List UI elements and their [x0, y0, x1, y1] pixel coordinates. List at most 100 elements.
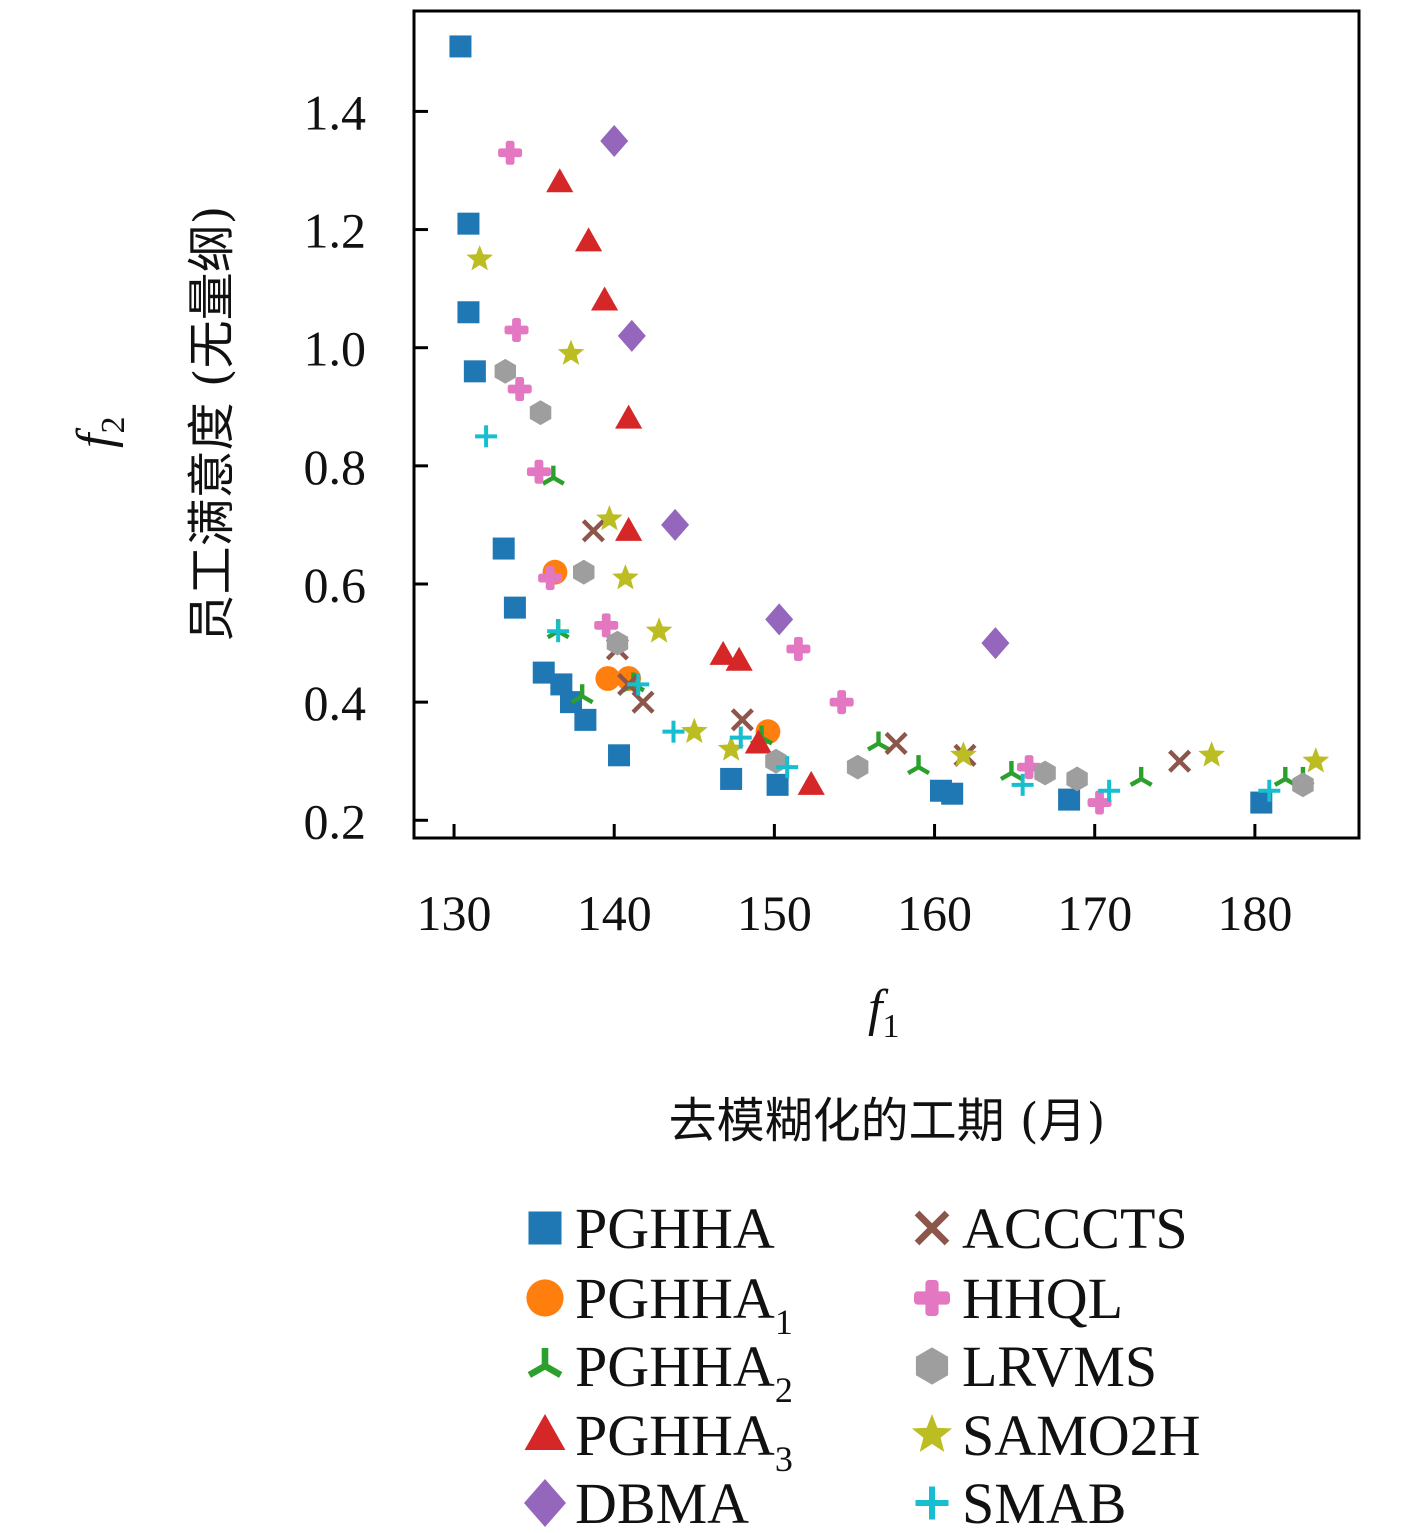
point-pghha-2 — [906, 755, 931, 776]
x-tick-label: 170 — [1057, 885, 1132, 941]
point-pghha — [608, 744, 631, 767]
legend-marker — [524, 1414, 566, 1450]
point-lrvms — [494, 358, 516, 384]
point-lrvms — [573, 559, 595, 585]
x-tick-label: 180 — [1217, 885, 1292, 941]
point-pghha-2 — [999, 761, 1023, 781]
x-axis-symbol-sub: 1 — [882, 1008, 899, 1045]
point-lrvms — [529, 400, 552, 426]
legend-label: HHQL — [962, 1266, 1123, 1331]
x-tick-label: 150 — [737, 885, 812, 941]
y-axis-symbol: f2 — [67, 417, 132, 448]
point-pghha-2 — [541, 465, 565, 486]
x-tick-label: 160 — [897, 885, 972, 941]
y-axis-symbol-sub: 2 — [95, 417, 132, 434]
legend-label: SAMO2H — [962, 1403, 1201, 1468]
legend-marker — [912, 1414, 952, 1452]
point-hhql — [504, 317, 529, 342]
x-axis-symbol: f1 — [868, 980, 899, 1045]
point-pghha — [457, 301, 480, 324]
point-dbma — [600, 124, 629, 157]
legend-item-lrvms: LRVMS — [915, 1334, 1157, 1399]
y-tick-label: 0.4 — [304, 675, 367, 731]
point-samo2h — [596, 505, 623, 531]
point-pghha — [941, 782, 964, 805]
plot-frame — [412, 9, 1361, 840]
point-pghha — [457, 212, 480, 235]
point-hhql — [829, 690, 854, 715]
point-pghha-2 — [570, 684, 594, 705]
legend-label: DBMA — [575, 1471, 749, 1533]
point-pghha-3 — [615, 404, 643, 429]
point-pghha — [503, 596, 526, 619]
legend-marker — [524, 1479, 566, 1527]
point-smab — [1098, 779, 1121, 802]
point-acccts — [884, 731, 908, 756]
point-pghha-1 — [595, 666, 621, 691]
legend-label: SMAB — [962, 1471, 1126, 1533]
point-samo2h — [612, 564, 639, 590]
legend-item-samo2h: SAMO2H — [912, 1403, 1201, 1468]
point-smab — [627, 673, 650, 696]
point-samo2h — [1198, 741, 1225, 767]
point-pghha — [449, 35, 472, 58]
point-pghha-3 — [591, 286, 619, 311]
point-smab — [662, 720, 685, 743]
legend-item-acccts: ACCCTS — [914, 1196, 1188, 1261]
point-pghha-3 — [797, 770, 825, 795]
legend-marker — [914, 1210, 950, 1246]
legend-label: ACCCTS — [962, 1196, 1188, 1261]
point-samo2h — [1302, 747, 1330, 773]
legend-item-pghha-1: PGHHA1 — [526, 1266, 793, 1342]
point-acccts — [631, 690, 655, 714]
legend-marker — [528, 1211, 562, 1245]
point-dbma — [981, 627, 1010, 660]
point-hhql — [786, 636, 811, 661]
legend-item-pghha-2: PGHHA2 — [527, 1334, 793, 1410]
point-pghha — [492, 537, 515, 560]
point-smab — [547, 620, 570, 643]
point-smab — [776, 756, 799, 779]
point-hhql — [526, 459, 551, 484]
point-smab — [1258, 779, 1281, 802]
legend-item-hhql: HHQL — [914, 1266, 1123, 1331]
legend-label: LRVMS — [962, 1334, 1157, 1399]
point-pghha-3 — [744, 729, 772, 754]
legend-label: PGHHA1 — [575, 1266, 793, 1342]
point-lrvms — [1292, 772, 1314, 798]
y-tick-label: 0.6 — [304, 557, 367, 613]
point-lrvms — [846, 754, 869, 780]
point-pghha — [766, 773, 789, 796]
point-acccts — [1168, 749, 1192, 773]
point-lrvms — [1034, 760, 1056, 786]
point-pghha-3 — [615, 516, 643, 541]
point-dbma — [617, 319, 646, 352]
point-samo2h — [557, 339, 585, 365]
point-samo2h — [645, 617, 673, 643]
point-pghha — [463, 360, 486, 383]
point-samo2h — [681, 717, 708, 743]
point-pghha — [532, 661, 555, 684]
point-acccts — [730, 708, 754, 732]
legend-marker — [527, 1348, 563, 1378]
legend-label: PGHHA — [575, 1196, 775, 1261]
point-pghha-3 — [574, 227, 603, 252]
y-tick-label: 0.8 — [304, 439, 367, 495]
point-pghha-2 — [1129, 766, 1153, 787]
point-pghha — [1250, 791, 1273, 814]
legend-marker — [526, 1279, 564, 1317]
point-hhql — [507, 377, 532, 402]
point-dbma — [661, 508, 690, 541]
point-smab — [1011, 773, 1034, 796]
x-tick-label: 140 — [577, 885, 652, 941]
y-axis: 0.2 0.4 0.6 0.8 1.0 1.2 1.4 — [304, 84, 428, 849]
point-pghha — [720, 767, 743, 790]
point-pghha-2 — [866, 731, 891, 752]
y-tick-label: 0.2 — [304, 793, 367, 849]
point-smab — [475, 425, 498, 448]
point-samo2h — [950, 741, 977, 767]
y-axis-label: 员工满意度 (无量纲) — [184, 206, 240, 643]
point-pghha-3 — [709, 640, 737, 665]
